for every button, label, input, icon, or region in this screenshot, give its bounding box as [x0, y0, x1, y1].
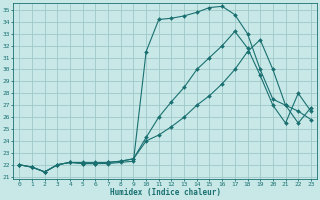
- X-axis label: Humidex (Indice chaleur): Humidex (Indice chaleur): [110, 188, 220, 197]
